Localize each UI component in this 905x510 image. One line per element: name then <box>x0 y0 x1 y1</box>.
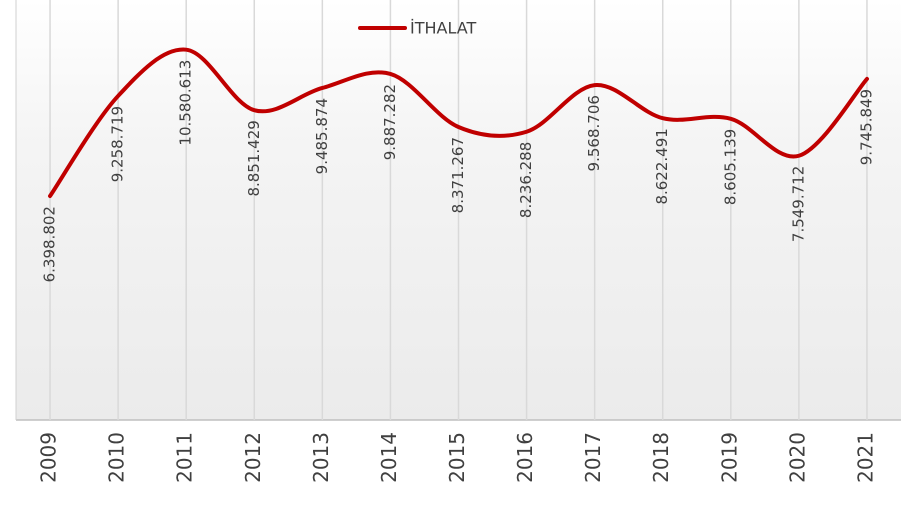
x-tick-label: 2019 <box>717 432 741 483</box>
data-label: 8.622.491 <box>653 128 671 204</box>
data-label: 8.371.267 <box>449 137 467 213</box>
line <box>48 47 869 199</box>
x-tick-label: 2013 <box>309 432 333 483</box>
x-tick-label: 2021 <box>853 432 877 483</box>
data-label: 6.398.802 <box>41 206 59 282</box>
data-label: 9.258.719 <box>109 106 127 182</box>
data-label: 9.887.282 <box>381 84 399 160</box>
data-label: 9.485.874 <box>313 98 331 174</box>
x-tick-label: 2014 <box>377 432 401 483</box>
x-tick-label: 2011 <box>173 432 197 483</box>
x-tick-label: 2018 <box>649 432 673 483</box>
x-tick-label: 2015 <box>445 432 469 483</box>
data-label: 8.605.139 <box>721 129 739 205</box>
data-label: 7.549.712 <box>789 166 807 242</box>
data-label: 9.745.849 <box>857 89 875 165</box>
data-label: 8.851.429 <box>245 120 263 196</box>
x-tick-label: 2017 <box>581 432 605 483</box>
data-label: 9.568.706 <box>585 95 603 171</box>
x-tick-label: 2016 <box>513 432 537 483</box>
data-label: 10.580.613 <box>177 60 195 146</box>
x-tick-label: 2009 <box>37 432 61 483</box>
x-tick-label: 2012 <box>241 432 265 483</box>
x-tick-label: 2020 <box>785 432 809 483</box>
data-label: 8.236.288 <box>517 142 535 218</box>
legend-label: İTHALAT <box>410 19 476 38</box>
x-tick-label: 2010 <box>105 432 129 483</box>
